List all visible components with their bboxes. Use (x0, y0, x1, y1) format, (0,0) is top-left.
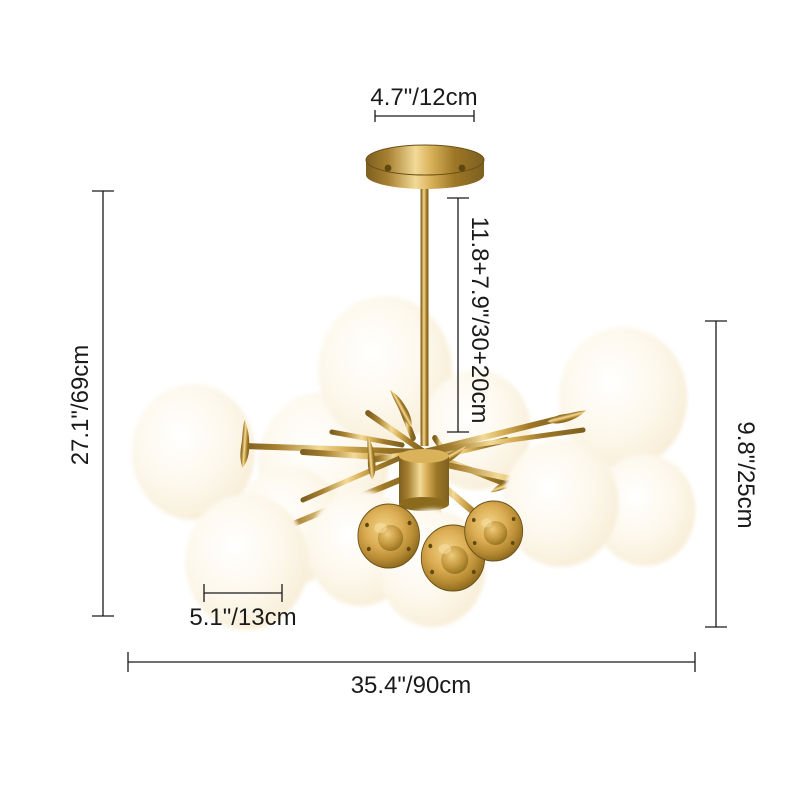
svg-text:9.8"/25cm: 9.8"/25cm (732, 421, 759, 528)
svg-text:11.8+7.9"/30+20cm: 11.8+7.9"/30+20cm (466, 217, 493, 424)
svg-text:35.4"/90cm: 35.4"/90cm (351, 672, 472, 699)
svg-text:4.7"/12cm: 4.7"/12cm (370, 84, 477, 111)
svg-text:27.1"/69cm: 27.1"/69cm (67, 345, 94, 466)
svg-text:5.1"/13cm: 5.1"/13cm (189, 604, 296, 631)
